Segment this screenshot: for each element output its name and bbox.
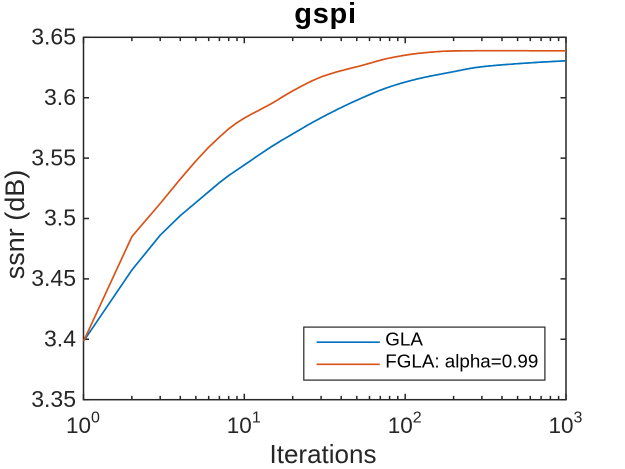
svg-text:3.65: 3.65 xyxy=(31,24,76,50)
svg-text:3.4: 3.4 xyxy=(44,326,76,352)
svg-text:ssnr (dB): ssnr (dB) xyxy=(0,170,30,280)
svg-text:3.45: 3.45 xyxy=(31,265,76,291)
svg-text:3.55: 3.55 xyxy=(31,144,76,170)
svg-text:GLA: GLA xyxy=(385,329,423,350)
svg-text:3.35: 3.35 xyxy=(31,386,76,412)
svg-text:gspi: gspi xyxy=(294,0,356,30)
svg-text:3.5: 3.5 xyxy=(44,205,76,231)
svg-text:3.6: 3.6 xyxy=(44,84,76,110)
svg-text:Iterations: Iterations xyxy=(270,439,377,469)
svg-text:FGLA: alpha=0.99: FGLA: alpha=0.99 xyxy=(385,351,538,372)
